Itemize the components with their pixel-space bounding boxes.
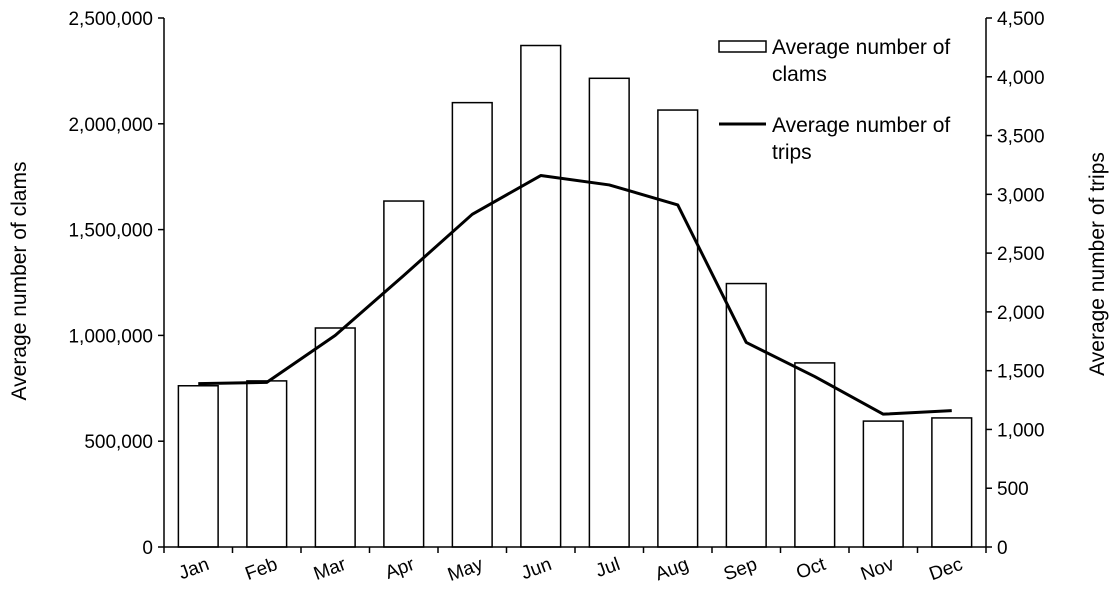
y-right-tick-label: 2,500	[997, 244, 1045, 265]
y-left-tick-label: 2,000,000	[68, 115, 153, 136]
y-right-tick-label: 4,000	[997, 68, 1045, 89]
y-right-tick-label: 3,500	[997, 127, 1045, 148]
legend: Average number of clams Average number o…	[718, 36, 950, 164]
legend-label-trips-line2: trips	[772, 141, 812, 164]
bar-jun	[520, 44, 562, 548]
bar-sep	[725, 282, 767, 548]
x-tick-label-mar: Mar	[311, 554, 350, 585]
bar-aug	[657, 109, 699, 548]
x-tick-label-jun: Jun	[518, 554, 554, 584]
bar-dec	[931, 417, 973, 548]
y-right-tick-label: 1,000	[997, 420, 1045, 441]
y-right-tick-label: 4,500	[997, 9, 1045, 30]
x-tick-label-aug: Aug	[653, 554, 692, 585]
x-axis-ticks: Jan Feb Mar Apr May Jun Jul Aug Sep Oct Nov Dec	[163, 547, 987, 586]
bar-oct	[794, 362, 836, 548]
bar-may	[451, 101, 493, 548]
x-tick-label-oct: Oct	[793, 554, 829, 584]
x-tick-label-apr: Apr	[382, 554, 418, 584]
right-axis-ticks: 0 500 1,000 1,500 2,000 2,500 3,000 3,500 4,000 4…	[986, 9, 1045, 559]
legend-label-clams-line2: clams	[772, 63, 827, 86]
legend-label-trips-line1: Average number of	[772, 114, 950, 137]
y-right-tick-label: 3,000	[997, 185, 1045, 206]
bar-jan	[177, 385, 219, 548]
line-series	[198, 174, 952, 416]
y-left-axis-title: Average number of clams	[8, 162, 31, 401]
y-right-tick-label: 0	[997, 538, 1008, 559]
y-left-tick-label: 2,500,000	[68, 9, 153, 30]
y-right-tick-label: 1,500	[997, 362, 1045, 383]
x-tick-label-jan: Jan	[176, 554, 212, 584]
legend-swatch-clams	[718, 40, 767, 53]
left-axis-ticks: 0 500,000 1,000,000 1,500,000 2,000,000 2,500…	[68, 9, 164, 559]
y-left-tick-label: 0	[142, 538, 153, 559]
x-tick-label-feb: Feb	[243, 554, 281, 585]
x-tick-label-dec: Dec	[927, 554, 966, 585]
y-right-tick-label: 2,000	[997, 303, 1045, 324]
x-tick-label-jul: Jul	[593, 554, 623, 582]
bar-nov	[862, 420, 904, 548]
x-tick-label-may: May	[445, 554, 486, 586]
bar-feb	[246, 380, 288, 548]
y-right-tick-label: 500	[997, 479, 1029, 500]
bar-jul	[588, 77, 630, 548]
y-left-tick-label: 500,000	[84, 432, 153, 453]
y-right-axis-title: Average number of trips	[1086, 152, 1109, 376]
y-left-tick-label: 1,000,000	[68, 326, 153, 347]
legend-label-clams-line1: Average number of	[772, 36, 950, 59]
bar-mar	[314, 327, 356, 548]
trips-line	[198, 174, 952, 416]
bar-series	[177, 44, 973, 548]
y-left-tick-label: 1,500,000	[68, 221, 153, 242]
bar-apr	[383, 200, 425, 548]
x-tick-label-sep: Sep	[721, 554, 760, 585]
x-tick-label-nov: Nov	[858, 554, 897, 585]
